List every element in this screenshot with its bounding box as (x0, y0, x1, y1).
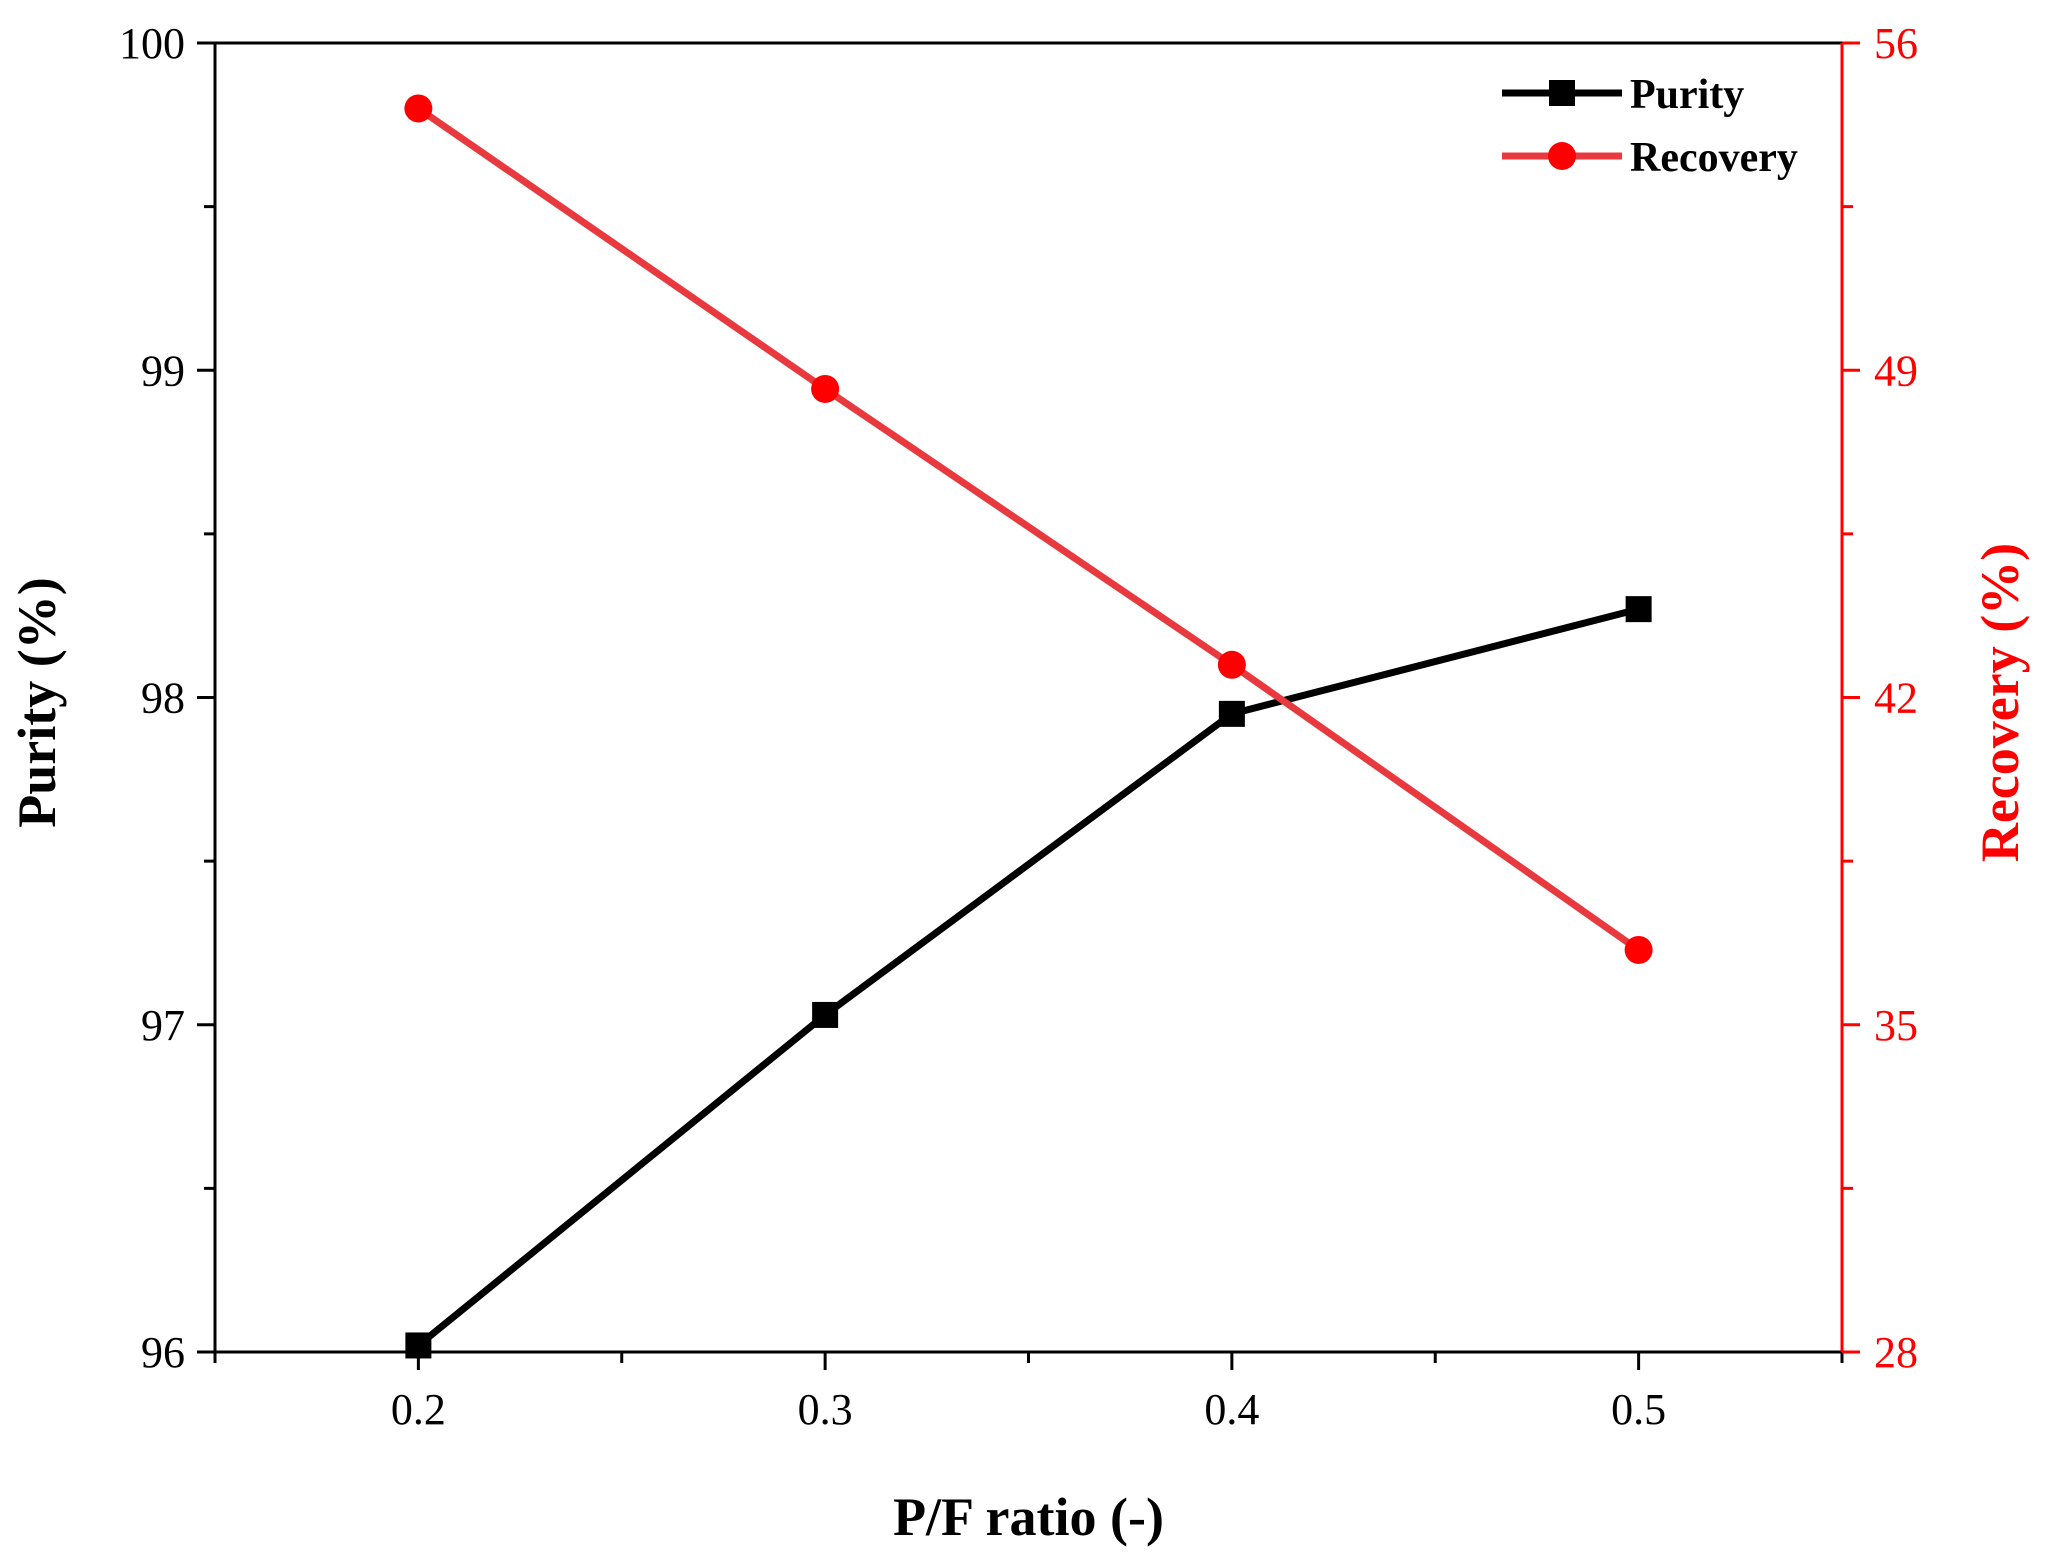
data-point-purity (405, 1332, 432, 1359)
y2-tick-label: 42 (1874, 674, 1918, 723)
y-tick-label: 99 (141, 346, 185, 395)
data-point-recovery (811, 374, 840, 403)
y-tick-label: 97 (141, 1001, 185, 1050)
data-point-purity (1625, 596, 1652, 623)
series-line-purity (416, 605, 1640, 1349)
x-tick-label: 0.2 (391, 1385, 446, 1434)
y-tick-label: 96 (141, 1328, 185, 1377)
tick-labels: 0.2 0.3 0.4 0.5 96 97 98 99 100 28 35 42 49 56 (119, 19, 1918, 1434)
data-point-purity (812, 1001, 839, 1028)
x-tick-label: 0.4 (1204, 1385, 1259, 1434)
data-point-recovery (1217, 650, 1246, 679)
x-tick-label: 0.5 (1611, 1385, 1666, 1434)
y2-tick-label: 35 (1874, 1001, 1918, 1050)
y2-tick-label: 28 (1874, 1328, 1918, 1377)
series-line-recovery (416, 105, 1641, 953)
data-point-recovery (1624, 935, 1653, 964)
legend-label-recovery: Recovery (1630, 135, 1798, 181)
x-tick-label: 0.3 (798, 1385, 853, 1434)
y-axis-title: Purity (%) (7, 577, 67, 827)
data-point-purity (1218, 700, 1245, 727)
series-layer (404, 94, 1653, 1359)
y2-axis-title: Recovery (%) (1970, 543, 2030, 862)
legend: Purity Recovery (1502, 72, 1798, 181)
y2-tick-label: 49 (1874, 346, 1918, 395)
legend-label-purity: Purity (1630, 72, 1744, 118)
legend-marker-recovery (1548, 142, 1576, 170)
x-axis-title: P/F ratio (-) (893, 1487, 1164, 1547)
y-tick-label: 98 (141, 674, 185, 723)
y-tick-label: 100 (119, 19, 185, 68)
axes (197, 41, 1860, 1370)
y2-tick-label: 56 (1874, 19, 1918, 68)
legend-marker-purity (1549, 80, 1575, 106)
data-point-recovery (404, 94, 433, 123)
